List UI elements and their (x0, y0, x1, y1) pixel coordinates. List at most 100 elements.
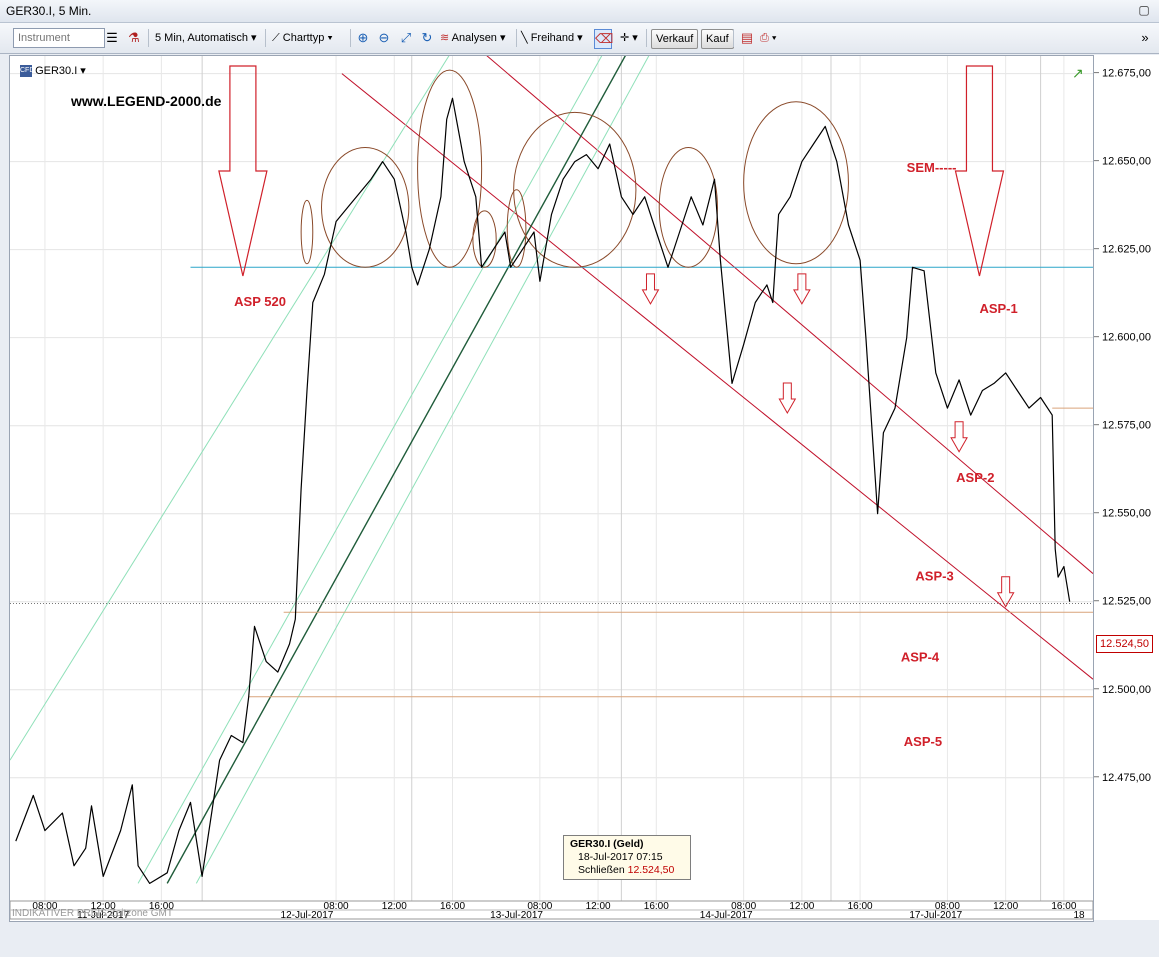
x-time-label: 08:00 (324, 901, 349, 912)
annotation-label: ASP-5 (904, 734, 942, 749)
symbol-header[interactable]: CFD GER30.I ▾ (20, 65, 86, 78)
analysis-icon: ≋ (440, 32, 450, 44)
print-icon: ⎙ (760, 32, 769, 44)
y-tick-label: 12.525,00 (1102, 596, 1151, 608)
x-time-label: 16:00 (440, 901, 465, 912)
grid (10, 56, 1093, 901)
annotation-label: ASP-2 (956, 470, 994, 485)
crosshair-select[interactable]: ✛ ▾ (620, 32, 638, 44)
refresh-icon[interactable]: ↻ (421, 30, 433, 45)
x-date-label: 13-Jul-2017 (490, 910, 543, 921)
zoom-out-icon[interactable]: ⊖ (378, 30, 390, 45)
chart-settings-icon[interactable]: ▤ (740, 30, 754, 45)
trend_down-line (341, 73, 1094, 680)
analysen-select[interactable]: ≋ Analysen ▾ (440, 32, 506, 44)
crosshair-icon: ✛ (620, 32, 630, 44)
pattern-ellipse (417, 69, 483, 268)
pattern-ellipse (321, 147, 410, 268)
drawings (9, 20, 1094, 884)
chart-toolbar: ☰ ⚗ 5 Min, Automatisch ▾ ⟋ Charttyp ▾ ⊕ … (0, 23, 1159, 54)
trend_up-line (9, 31, 465, 761)
analysen-label: Analysen (451, 32, 497, 44)
sell-button[interactable]: Verkauf (651, 29, 699, 49)
x-time-label: 12:00 (586, 901, 611, 912)
interval-select[interactable]: 5 Min, Automatisch ▾ (155, 32, 257, 44)
x-time-label: 08:00 (731, 901, 756, 912)
price-tooltip: GER30.I (Geld) 18-Jul-2017 07:15 Schließ… (563, 835, 691, 880)
y-tick-label: 12.550,00 (1102, 508, 1151, 520)
draw-line-icon: ╲ (521, 32, 528, 44)
eraser-icon[interactable]: ⌫ (594, 29, 613, 49)
big-down-arrow (218, 65, 268, 277)
symbol-label: GER30.I (35, 65, 78, 77)
cfd-badge-icon: CFD (20, 65, 34, 78)
x-date-label: 11-Jul-2017 (77, 910, 130, 921)
price-series (15, 97, 1071, 885)
charttype-select[interactable]: ⟋ Charttyp ▾ (272, 32, 333, 44)
indicative-price-label: INDIKATIVER PREIS (12, 908, 107, 919)
small-down-arrow (996, 576, 1015, 608)
line-chart-icon: ⟋ (272, 32, 280, 44)
annotations: ASP 520 ASP-1 ASP-2 ASP-3 ASP-4 ASP-5 SEM----- (218, 65, 1018, 749)
trend_up-line (137, 20, 622, 884)
x-time-label: 12:00 (993, 901, 1018, 912)
y-tick-label: 12.625,00 (1102, 244, 1151, 256)
indicator-icon[interactable]: ⚗ (128, 30, 140, 45)
x-date-label: 14-Jul-2017 (700, 910, 753, 921)
price-line (15, 97, 1071, 885)
fit-icon[interactable]: ⤢ (400, 30, 412, 45)
charttype-label: Charttyp (282, 32, 325, 44)
print-select[interactable]: ⎙ ▾ (760, 32, 777, 44)
tooltip-label: Schließen (578, 864, 625, 876)
y-tick-label: 12.675,00 (1102, 68, 1151, 80)
y-tick-label: 12.575,00 (1102, 420, 1151, 432)
x-time-label: 12:00 (91, 901, 116, 912)
current-price-tag: 12.524,50 (1096, 635, 1153, 653)
y-axis: 12.675,00 12.650,00 12.625,00 12.600,00 12.5… (1093, 55, 1159, 920)
buy-button[interactable]: Kauf (701, 29, 734, 49)
indicator-footer: INDIKATIVER PREIS Zeitzone GMT (12, 908, 173, 919)
pattern-ellipse (513, 111, 637, 268)
x-time-label: 08:00 (32, 901, 57, 912)
annotation-label: ASP-4 (901, 650, 940, 665)
instrument-input[interactable] (13, 28, 105, 48)
zoom-in-icon[interactable]: ⊕ (357, 30, 369, 45)
title-bar: GER30.I, 5 Min. ▢ (0, 0, 1159, 23)
chart-plot-area[interactable]: ASP 520 ASP-1 ASP-2 ASP-3 ASP-4 ASP-5 SEM-----… (9, 20, 1094, 922)
instrument-list-icon[interactable]: ☰ (106, 30, 118, 45)
annotation-label: SEM----- (907, 160, 957, 175)
window-title: GER30.I, 5 Min. (6, 4, 92, 18)
x-time-label: 08:00 (527, 901, 552, 912)
freihand-select[interactable]: ╲ Freihand ▾ (521, 32, 583, 44)
small-down-arrow (641, 273, 660, 305)
trend-up-icon: ↗ (1072, 65, 1084, 81)
x-time-label: 16:00 (1051, 901, 1076, 912)
small-down-arrow (778, 382, 797, 415)
x-date-label: 18 (1073, 910, 1085, 921)
y-axis-svg: 12.675,00 12.650,00 12.625,00 12.600,00 12.5… (1094, 68, 1151, 784)
trend_up_main-line (166, 20, 646, 884)
toolbar-more-icon[interactable]: » (1141, 30, 1149, 45)
annotation-label: ASP-1 (979, 301, 1017, 316)
maximize-icon[interactable]: ▢ (1138, 3, 1150, 17)
small-down-arrow (793, 273, 811, 305)
tooltip-datetime: 18-Jul-2017 07:15 (578, 851, 663, 863)
x-axis: 08:00 12:00 16:00 08:00 12:00 16:00 08:00 12:00… (9, 900, 1094, 921)
price-chart: ASP 520 ASP-1 ASP-2 ASP-3 ASP-4 ASP-5 SEM-----… (9, 20, 1094, 921)
x-time-label: 16:00 (149, 901, 174, 912)
x-time-label: 12:00 (382, 901, 407, 912)
y-tick-label: 12.475,00 (1102, 772, 1151, 784)
x-time-label: 12:00 (789, 901, 814, 912)
pattern-ellipse (743, 101, 849, 265)
x-time-label: 08:00 (935, 901, 960, 912)
tooltip-title: GER30.I (Geld) (570, 838, 644, 850)
freihand-label: Freihand (530, 32, 575, 44)
website-label: www.LEGEND-2000.de (71, 93, 222, 109)
y-tick-label: 12.500,00 (1102, 684, 1151, 696)
pattern-ellipse (472, 210, 497, 268)
timezone-label: Zeitzone GMT (109, 908, 173, 919)
annotation-label: ASP 520 (234, 294, 286, 309)
trend_down-line (458, 30, 1094, 574)
small-down-arrow (950, 421, 968, 453)
annotation-label: ASP-3 (915, 569, 953, 584)
